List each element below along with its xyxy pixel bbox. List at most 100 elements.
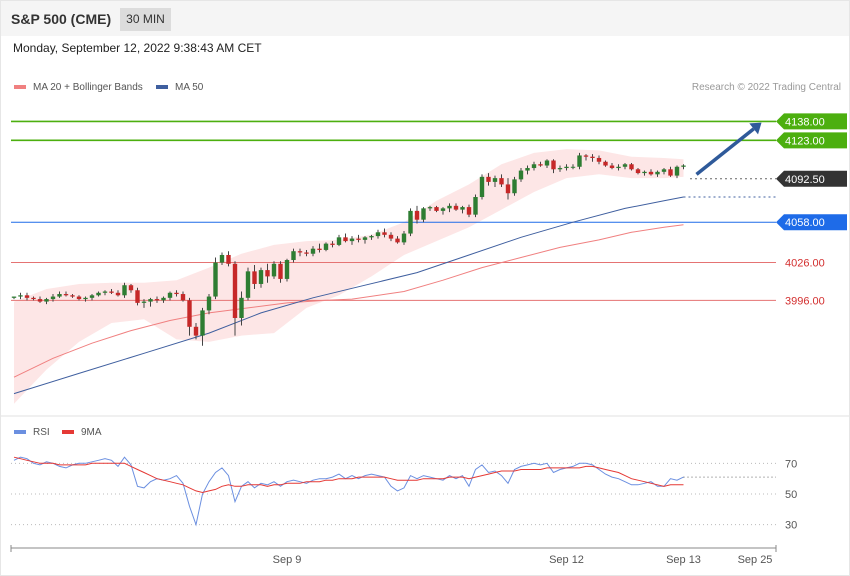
bearish-candle (629, 164, 634, 170)
bullish-candle (349, 238, 355, 242)
bullish-candle (473, 197, 478, 215)
bullish-candle (616, 166, 621, 169)
bearish-candle (174, 292, 179, 295)
bearish-candle (434, 207, 439, 211)
ma9-legend-label: 9MA (81, 427, 102, 438)
bearish-candle (343, 237, 348, 242)
bullish-candle (518, 170, 524, 180)
bearish-candle (596, 157, 602, 162)
pivot-label: 4058.00 (785, 217, 825, 229)
bullish-candle (122, 285, 127, 296)
bullish-candle (102, 291, 108, 293)
bullish-candle (362, 237, 368, 240)
bullish-candle (11, 296, 17, 298)
bullish-candle (408, 210, 413, 234)
datetime-label: Monday, September 12, 2022 9:38:43 AM CE… (13, 41, 262, 55)
bullish-candle (57, 294, 62, 297)
bearish-candle (453, 205, 459, 210)
bullish-candle (447, 205, 452, 209)
bearish-candle (154, 299, 160, 301)
bullish-candle (206, 296, 212, 311)
bullish-candle (544, 160, 550, 166)
bullish-candle (492, 178, 498, 182)
ma50-line (13, 196, 684, 395)
bullish-candle (83, 297, 88, 300)
bullish-candle (50, 296, 56, 300)
bearish-candle (187, 300, 192, 327)
bearish-candle (76, 296, 82, 300)
bullish-candle (271, 263, 277, 277)
rsi-ma9-line (13, 456, 684, 494)
bullish-candle (577, 155, 582, 167)
bearish-candle (551, 160, 556, 170)
x-axis-label: Sep 9 (273, 554, 302, 566)
bullish-candle (200, 310, 205, 336)
bullish-candle (245, 271, 251, 298)
bullish-candle (96, 292, 101, 296)
bullish-candle (622, 164, 628, 167)
bearish-candle (317, 248, 322, 250)
bullish-candle (258, 270, 264, 284)
bullish-candle (148, 299, 153, 302)
bearish-candle (232, 263, 238, 318)
bearish-candle (356, 238, 361, 240)
bullish-candle (655, 171, 660, 175)
bearish-candle (499, 178, 504, 185)
resistance-tag (776, 132, 847, 149)
bearish-candle (70, 295, 75, 297)
x-axis-label: Sep 13 (666, 554, 701, 566)
bullish-candle (141, 301, 147, 303)
bearish-candle (388, 234, 394, 239)
bearish-candle (505, 184, 511, 194)
ma20-legend-label: MA 20 + Bollinger Bands (33, 82, 143, 93)
header-bar: S&P 500 (CME) 30 MIN (1, 1, 849, 36)
bearish-candle (31, 297, 36, 300)
bullish-candle (310, 248, 316, 254)
bearish-candle (304, 252, 309, 254)
bullish-candle (336, 237, 342, 245)
bearish-candle (603, 161, 608, 166)
research-credit: Research © 2022 Trading Central (692, 82, 841, 93)
bullish-candle (460, 207, 465, 210)
instrument-title: S&P 500 (CME) (11, 11, 112, 27)
last-price-tag (776, 170, 847, 187)
trend-arrow-shaft (695, 127, 755, 176)
bearish-candle (128, 285, 134, 291)
bearish-candle (486, 176, 491, 182)
bullish-candle (44, 299, 49, 302)
bullish-candle (161, 297, 166, 301)
ma20-line (13, 224, 684, 378)
trend-arrow-head (749, 122, 762, 135)
rsi-legend-swatch (14, 430, 26, 434)
interval-button[interactable]: 30 MIN (120, 8, 171, 31)
bullish-candle (421, 208, 426, 220)
ma20-legend-swatch (14, 85, 26, 89)
x-axis-label: Sep 25 (738, 554, 773, 566)
bearish-candle (115, 292, 121, 296)
bearish-candle (63, 294, 69, 296)
bullish-candle (219, 254, 225, 263)
bearish-candle (648, 171, 654, 175)
bearish-candle (265, 270, 270, 277)
bearish-candle (668, 169, 673, 176)
bullish-candle (89, 295, 95, 298)
bullish-candle (323, 243, 329, 250)
bullish-candle (239, 297, 244, 318)
pivot-tag (776, 214, 847, 231)
bullish-candle (531, 164, 537, 169)
bullish-candle (18, 295, 23, 297)
bullish-candle (440, 208, 446, 211)
bearish-candle (226, 254, 231, 264)
bearish-candle (590, 156, 595, 158)
resistance-label: 4138.00 (785, 116, 825, 128)
bullish-candle (642, 171, 647, 174)
bullish-candle (681, 165, 686, 167)
bullish-candle (661, 169, 667, 172)
bullish-candle (512, 179, 517, 194)
bearish-candle (297, 251, 303, 253)
bullish-candle (427, 207, 433, 209)
bearish-candle (135, 290, 140, 303)
x-axis-label: Sep 12 (549, 554, 584, 566)
rsi-tick-label: 50 (785, 489, 797, 501)
